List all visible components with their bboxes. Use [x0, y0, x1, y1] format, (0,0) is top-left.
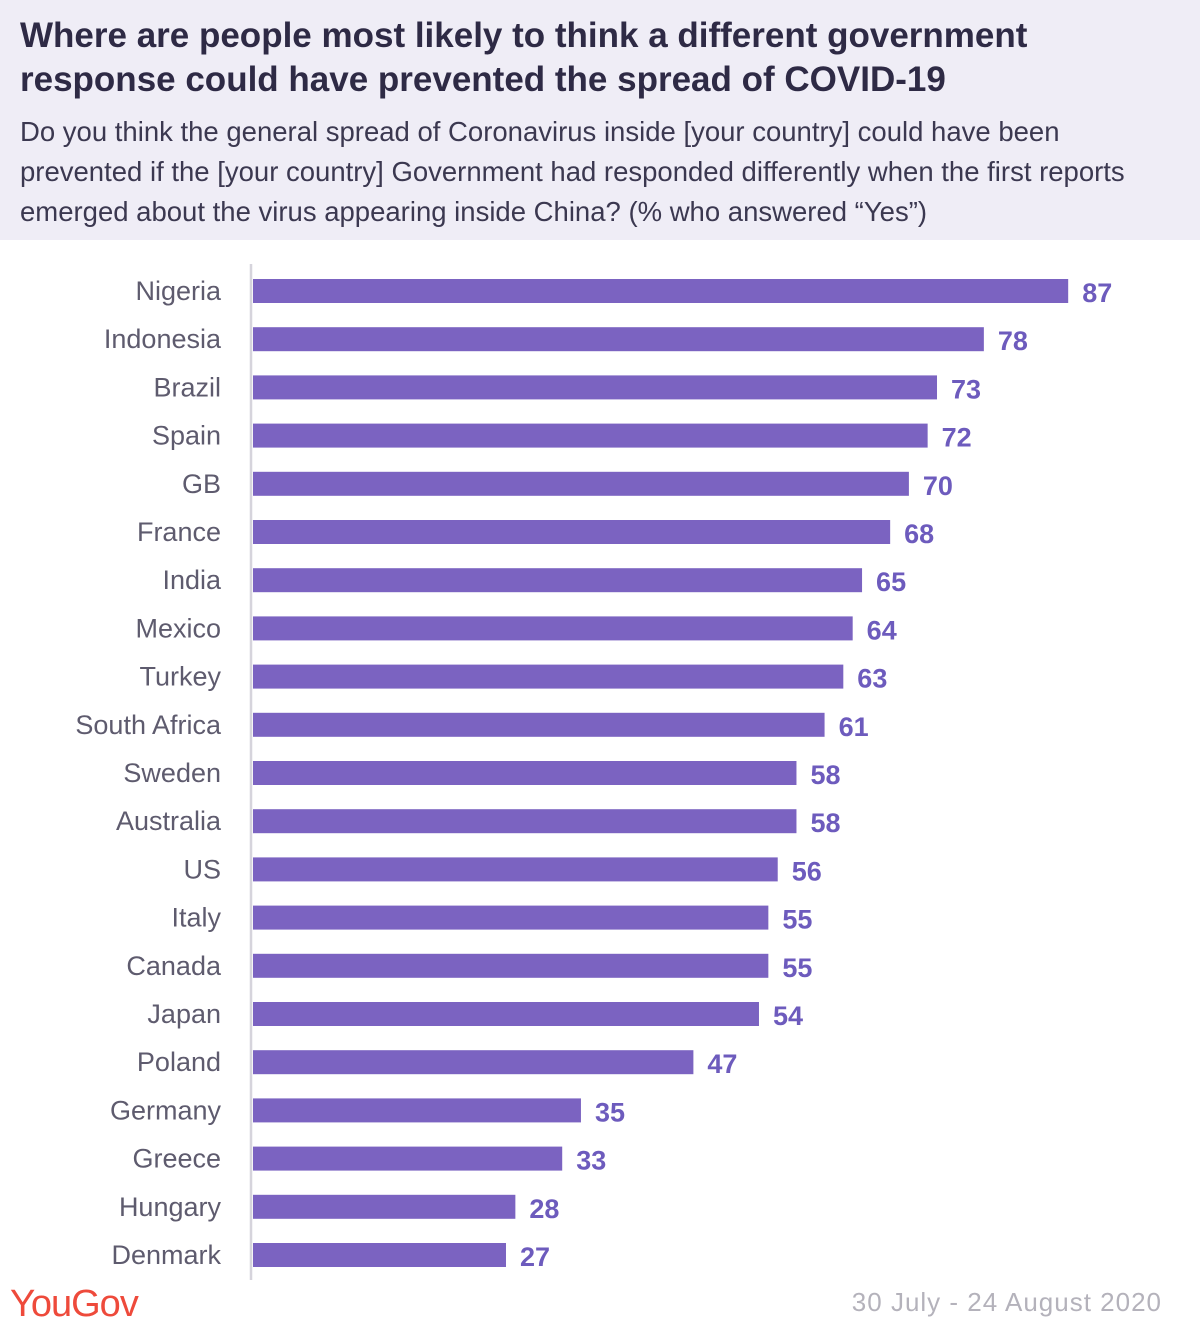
category-label: Sweden: [123, 758, 221, 788]
bar: [253, 616, 853, 641]
value-label: 68: [904, 519, 934, 549]
value-label: 63: [857, 664, 887, 694]
value-label: 47: [707, 1049, 737, 1079]
bar: [253, 761, 797, 785]
bar: [253, 279, 1069, 303]
bar: [253, 857, 778, 882]
yougov-logo: YouGov: [10, 1283, 139, 1325]
value-label: 28: [529, 1194, 559, 1224]
category-label: Canada: [126, 951, 222, 981]
category-label: Indonesia: [104, 324, 222, 354]
bar: [253, 1050, 694, 1075]
chart-subtitle: Do you think the general spread of Coron…: [20, 116, 1125, 227]
bar: [253, 1002, 759, 1026]
bar: [253, 664, 844, 689]
bar: [253, 1146, 563, 1171]
value-label: 55: [782, 953, 812, 983]
bar: [253, 1243, 506, 1267]
category-label: Hungary: [119, 1192, 222, 1222]
bar: [253, 953, 769, 978]
bar: [253, 520, 891, 544]
bar: [253, 423, 928, 448]
value-label: 65: [876, 567, 906, 597]
value-label: 58: [810, 760, 840, 790]
category-label: India: [162, 565, 222, 595]
bar-chart: Nigeria 87 Indonesia 78 Brazil 73 Spain 72 GB 70 F…: [75, 264, 1112, 1280]
date-range: 30 July - 24 August 2020: [851, 1287, 1162, 1317]
value-label: 73: [951, 374, 981, 404]
category-label: Spain: [152, 421, 221, 451]
value-label: 78: [998, 326, 1028, 356]
chart-title: Where are people most likely to think a …: [20, 16, 1028, 99]
category-label: Japan: [147, 999, 221, 1029]
category-label: GB: [182, 469, 221, 499]
category-label: Mexico: [135, 613, 221, 643]
category-label: US: [183, 854, 221, 884]
category-label: Brazil: [153, 372, 221, 402]
bar: [253, 471, 909, 496]
value-label: 61: [839, 712, 869, 742]
bar: [253, 375, 938, 400]
bar: [253, 712, 825, 737]
header: Where are people most likely to think a …: [0, 0, 1200, 240]
category-label: Greece: [132, 1144, 221, 1174]
value-label: 35: [595, 1097, 625, 1127]
bar: [253, 1098, 581, 1123]
value-label: 55: [782, 905, 812, 935]
category-label: Germany: [110, 1095, 222, 1125]
value-label: 33: [576, 1146, 606, 1176]
category-label: France: [137, 517, 221, 547]
value-label: 70: [923, 471, 953, 501]
bar: [253, 568, 863, 593]
category-label: Italy: [171, 903, 221, 933]
value-label: 72: [942, 423, 972, 453]
category-label: South Africa: [75, 710, 222, 740]
category-label: Australia: [116, 806, 222, 836]
value-label: 64: [867, 615, 897, 645]
category-label: Poland: [137, 1047, 221, 1077]
value-label: 27: [520, 1242, 550, 1272]
value-label: 56: [792, 856, 822, 886]
category-label: Turkey: [139, 662, 221, 692]
value-label: 58: [810, 808, 840, 838]
bar: [253, 1194, 516, 1219]
value-label: 54: [773, 1001, 803, 1031]
category-label: Denmark: [111, 1240, 221, 1270]
bar: [253, 327, 984, 352]
value-label: 87: [1082, 278, 1112, 308]
bar: [253, 809, 797, 834]
bar: [253, 905, 769, 930]
category-label: Nigeria: [135, 276, 222, 306]
